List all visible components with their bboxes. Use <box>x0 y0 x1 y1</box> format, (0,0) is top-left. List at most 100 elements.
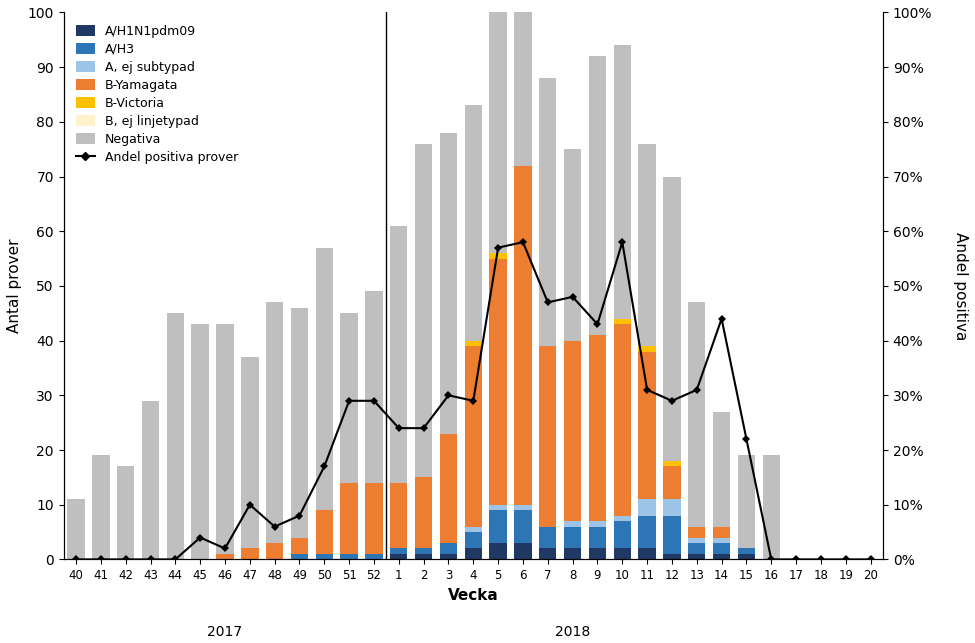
Bar <box>613 319 631 324</box>
Bar <box>613 548 631 559</box>
Bar <box>440 543 457 554</box>
Bar <box>291 308 308 538</box>
Bar <box>415 554 432 559</box>
Bar <box>191 324 209 559</box>
Bar <box>266 302 284 543</box>
Bar <box>713 538 730 543</box>
Bar <box>514 12 531 166</box>
Bar <box>489 258 507 505</box>
Bar <box>589 56 606 335</box>
Bar <box>465 341 482 346</box>
Bar <box>639 346 656 352</box>
Bar <box>613 324 631 516</box>
Bar <box>663 177 681 461</box>
Bar <box>415 548 432 554</box>
Bar <box>589 527 606 548</box>
Bar <box>241 548 258 559</box>
Bar <box>316 510 333 554</box>
Bar <box>241 357 258 548</box>
Bar <box>266 543 284 559</box>
Bar <box>539 346 557 527</box>
Text: 2017: 2017 <box>208 625 243 639</box>
Bar <box>688 527 706 538</box>
Bar <box>639 352 656 499</box>
Bar <box>639 144 656 346</box>
Bar <box>316 248 333 510</box>
Y-axis label: Antal prover: Antal prover <box>7 239 22 333</box>
Bar <box>465 105 482 341</box>
Bar <box>117 466 135 559</box>
Bar <box>390 548 408 554</box>
Bar <box>738 554 755 559</box>
Bar <box>663 554 681 559</box>
Bar <box>663 461 681 466</box>
Bar <box>514 505 531 510</box>
Bar <box>340 483 358 554</box>
Bar <box>564 149 581 341</box>
Bar <box>316 554 333 559</box>
Bar <box>291 554 308 559</box>
Bar <box>366 483 382 554</box>
Text: 2018: 2018 <box>555 625 590 639</box>
Bar <box>713 554 730 559</box>
Bar <box>141 401 159 559</box>
Bar <box>539 527 557 548</box>
Bar <box>539 548 557 559</box>
Bar <box>564 527 581 548</box>
Bar <box>738 455 755 548</box>
Bar <box>613 516 631 521</box>
Bar <box>663 499 681 516</box>
X-axis label: Vecka: Vecka <box>448 588 498 602</box>
Bar <box>663 466 681 499</box>
Bar <box>465 346 482 527</box>
Bar <box>440 132 457 433</box>
Bar <box>589 521 606 527</box>
Bar <box>340 554 358 559</box>
Bar <box>489 543 507 559</box>
Bar <box>489 12 507 253</box>
Bar <box>713 543 730 554</box>
Bar <box>589 548 606 559</box>
Bar <box>663 516 681 554</box>
Bar <box>415 144 432 477</box>
Bar <box>489 505 507 510</box>
Bar <box>613 521 631 548</box>
Bar <box>167 313 184 559</box>
Bar <box>93 455 109 559</box>
Bar <box>713 412 730 527</box>
Bar <box>639 516 656 548</box>
Bar <box>390 226 408 483</box>
Bar <box>514 543 531 559</box>
Bar <box>688 302 706 527</box>
Bar <box>713 527 730 538</box>
Bar <box>688 543 706 554</box>
Bar <box>366 554 382 559</box>
Bar <box>738 548 755 554</box>
Bar <box>514 510 531 543</box>
Bar <box>489 510 507 543</box>
Bar <box>465 548 482 559</box>
Bar <box>688 554 706 559</box>
Bar <box>465 527 482 532</box>
Bar <box>564 521 581 527</box>
Bar <box>639 548 656 559</box>
Bar <box>688 538 706 543</box>
Bar <box>216 554 234 559</box>
Bar <box>639 499 656 516</box>
Bar <box>539 78 557 346</box>
Bar <box>564 548 581 559</box>
Bar <box>390 483 408 548</box>
Bar <box>564 341 581 521</box>
Bar <box>762 455 780 559</box>
Bar <box>489 253 507 258</box>
Bar <box>589 335 606 521</box>
Bar <box>440 554 457 559</box>
Bar <box>366 291 382 483</box>
Legend: A/H1N1pdm09, A/H3, A, ej subtypad, B-Yamagata, B-Victoria, B, ej linjetypad, Neg: A/H1N1pdm09, A/H3, A, ej subtypad, B-Yam… <box>70 19 245 170</box>
Bar <box>415 477 432 548</box>
Bar <box>613 45 631 319</box>
Bar <box>514 166 531 505</box>
Bar <box>440 433 457 543</box>
Bar <box>465 532 482 548</box>
Bar <box>340 313 358 483</box>
